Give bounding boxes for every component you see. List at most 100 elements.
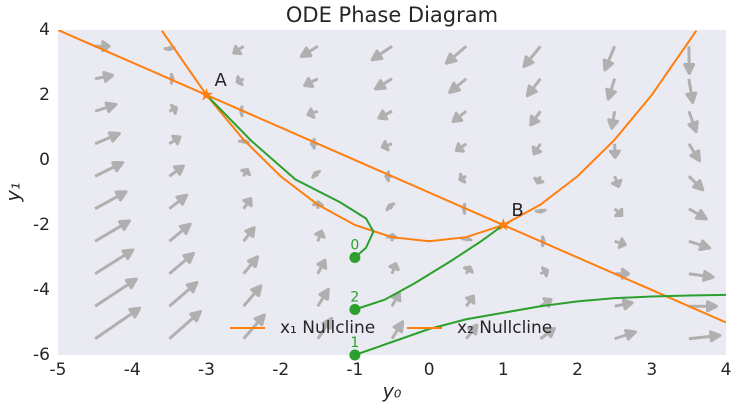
quiver-arrow [306,107,319,119]
legend-label: x₁ Nullcline [280,318,375,338]
quiver-arrow [163,46,176,52]
quiver-arrow [533,175,545,185]
legend-label: x₂ Nullcline [457,318,552,338]
quiver-arrow [242,313,266,340]
quiver-arrow [688,300,719,313]
quiver-arrow [614,298,634,311]
quiver-arrow [451,110,468,123]
equilibrium-marker [496,218,510,231]
quiver-arrow [316,258,328,275]
quiver-arrow [94,161,125,178]
quiver-arrow [168,251,196,275]
equilibrium-marker [199,88,214,101]
quiver-arrow [464,294,476,308]
quiver-arrow [94,131,121,146]
nullcline [58,30,726,324]
quiver-arrow [377,109,393,121]
quiver-arrow [385,202,396,212]
nullcline [161,30,698,243]
quiver-arrow [94,277,138,308]
trajectory-start [349,252,361,263]
x-axis-label: y₀ [382,381,402,403]
quiver-arrow [608,143,621,159]
equilibrium-label: B [511,200,523,221]
quiver-arrow [454,142,468,153]
trajectory [205,94,375,259]
plot-area [58,30,726,355]
quiver-arrow [444,45,468,65]
equilibrium-label: A [214,70,227,91]
quiver-arrow [388,262,400,275]
trajectory-label: 1 [350,335,359,351]
y-tick-label: -4 [33,280,50,300]
quiver-arrow [168,164,185,178]
y-axis-label: y₁ [3,183,25,203]
quiver-arrow [614,237,627,249]
quiver-arrow [687,142,702,163]
plot-layer [58,30,726,355]
quiver-arrow [539,266,550,278]
y-tick-label: -2 [33,215,50,235]
quiver-arrow [539,327,556,340]
quiver-arrow [685,78,698,105]
x-tick-label: -4 [124,360,141,380]
y-tick-label: 4 [39,20,50,40]
x-tick-label: 1 [498,360,509,380]
quiver-arrow [458,172,467,184]
quiver-arrow [683,46,696,75]
quiver-arrow [688,207,708,221]
quiver-arrow [94,306,142,340]
quiver-arrow [242,284,263,308]
quiver-arrow [242,197,253,210]
trajectory [354,293,726,355]
quiver-arrow [607,110,619,130]
quiver-arrow [94,248,135,276]
quiver-arrow [605,78,617,101]
quiver-arrow [168,134,182,146]
x-tick-label: -3 [198,360,215,380]
trajectory-start [349,304,361,315]
quiver-arrow [299,44,319,58]
quiver-arrow [380,139,393,152]
quiver-arrow [614,328,637,341]
quiver-arrow [602,45,617,72]
y-tick-label: 0 [39,150,50,170]
quiver-arrow [235,75,245,87]
x-tick-label: -5 [50,360,67,380]
x-tick-label: 4 [721,360,732,380]
quiver-arrow [242,255,260,275]
x-tick-label: 3 [646,360,657,380]
quiver-arrow [522,45,542,69]
quiver-arrow [242,226,256,243]
quiver-arrow [240,167,252,177]
quiver-arrow [316,287,330,308]
quiver-arrow [311,169,322,179]
quiver-arrow [448,77,468,94]
quiver-arrow [370,45,393,62]
quiver-arrow [687,175,705,192]
quiver-arrow [390,320,405,340]
quiver-arrow [534,208,547,214]
trajectory-label: 0 [350,238,359,254]
quiver-arrow [465,323,479,340]
quiver-arrow [687,110,699,134]
quiver-arrow [529,110,542,127]
chart-title: ODE Phase Diagram [286,3,498,27]
trajectory-start [349,349,361,361]
quiver-arrow [611,175,623,188]
quiver-arrow [688,239,712,252]
y-tick-label: 2 [39,85,50,105]
quiver-arrow [94,219,132,243]
quiver-arrow [232,44,245,56]
quiver-arrow [168,103,179,115]
quiver-arrow [168,310,202,340]
quiver-arrow [525,77,542,98]
quiver-arrow [316,316,334,340]
quiver-arrow [168,193,189,210]
quiver-arrow [168,222,192,243]
quiver-arrow [688,269,715,282]
x-tick-label: -2 [272,360,289,380]
trajectory-label: 2 [350,290,359,306]
quiver-arrow [462,265,474,275]
quiver-arrow [688,330,722,343]
